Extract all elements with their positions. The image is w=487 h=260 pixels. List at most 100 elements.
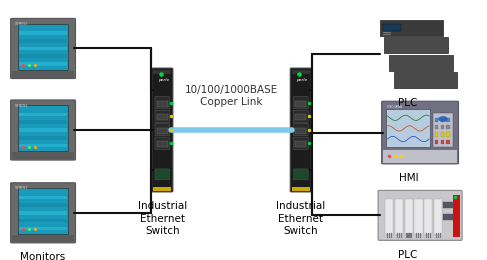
Bar: [401, 233, 402, 238]
FancyBboxPatch shape: [293, 97, 308, 109]
Bar: [19, 113, 67, 116]
Bar: [432, 113, 453, 147]
FancyBboxPatch shape: [378, 190, 462, 240]
FancyBboxPatch shape: [293, 110, 308, 122]
Bar: [19, 219, 67, 223]
Bar: [395, 199, 403, 234]
Bar: [440, 233, 441, 238]
Bar: [12, 235, 74, 242]
Bar: [19, 227, 67, 230]
Bar: [441, 140, 444, 144]
Bar: [426, 233, 427, 238]
Bar: [437, 233, 439, 238]
Bar: [443, 214, 452, 220]
Bar: [387, 233, 388, 238]
Bar: [435, 118, 438, 122]
Bar: [292, 187, 310, 191]
Text: PLC: PLC: [398, 98, 418, 108]
FancyBboxPatch shape: [293, 124, 308, 136]
Bar: [394, 72, 457, 88]
Bar: [383, 150, 457, 163]
FancyBboxPatch shape: [11, 18, 75, 79]
FancyBboxPatch shape: [293, 169, 308, 180]
Bar: [446, 125, 450, 129]
Bar: [446, 140, 450, 144]
FancyBboxPatch shape: [155, 169, 170, 180]
Bar: [12, 152, 74, 159]
Bar: [430, 233, 431, 238]
Bar: [428, 233, 429, 238]
Bar: [295, 141, 306, 147]
Bar: [396, 233, 398, 238]
Bar: [441, 133, 444, 136]
Bar: [411, 233, 412, 238]
Bar: [153, 187, 171, 191]
Bar: [406, 233, 408, 238]
Bar: [386, 109, 431, 147]
Bar: [453, 194, 460, 237]
FancyBboxPatch shape: [11, 183, 75, 243]
Bar: [414, 199, 423, 234]
Bar: [19, 62, 67, 66]
Bar: [391, 233, 392, 238]
Bar: [383, 32, 391, 33]
Bar: [435, 140, 438, 144]
Bar: [153, 70, 171, 74]
Bar: [385, 199, 393, 234]
Text: Monitors: Monitors: [20, 252, 66, 260]
Bar: [295, 114, 306, 120]
Bar: [19, 203, 67, 207]
Bar: [379, 20, 443, 36]
Bar: [19, 211, 67, 215]
Text: PLC: PLC: [398, 250, 418, 260]
Text: SIEMENS: SIEMENS: [15, 186, 29, 190]
Bar: [19, 136, 67, 140]
Bar: [441, 118, 444, 122]
Text: HMI: HMI: [399, 173, 419, 183]
Text: Industrial
Ethernet
Switch: Industrial Ethernet Switch: [276, 201, 325, 236]
Bar: [446, 133, 450, 136]
Bar: [19, 55, 67, 58]
FancyBboxPatch shape: [155, 124, 170, 136]
Bar: [18, 188, 68, 234]
Bar: [19, 31, 67, 35]
Text: perle: perle: [158, 78, 169, 82]
Bar: [383, 24, 401, 31]
Bar: [19, 144, 67, 147]
Bar: [443, 202, 452, 208]
Bar: [435, 133, 438, 136]
FancyBboxPatch shape: [155, 110, 170, 122]
Bar: [383, 34, 391, 35]
Bar: [408, 233, 410, 238]
Bar: [435, 125, 438, 129]
Bar: [292, 70, 310, 74]
Bar: [384, 37, 448, 53]
Bar: [157, 101, 168, 107]
Text: Industrial
Ethernet
Switch: Industrial Ethernet Switch: [138, 201, 187, 236]
Bar: [19, 120, 67, 124]
FancyBboxPatch shape: [290, 68, 311, 192]
Bar: [18, 105, 68, 151]
Bar: [420, 233, 421, 238]
Bar: [295, 128, 306, 134]
Text: SIEMENS: SIEMENS: [15, 22, 29, 26]
Text: 10/100/1000BASE
Copper Link: 10/100/1000BASE Copper Link: [185, 86, 278, 107]
Bar: [424, 199, 432, 234]
Bar: [157, 114, 168, 120]
Bar: [18, 24, 68, 70]
FancyBboxPatch shape: [155, 137, 170, 149]
Bar: [12, 71, 74, 78]
Bar: [295, 101, 306, 107]
Bar: [389, 233, 390, 238]
Bar: [446, 118, 450, 122]
Bar: [19, 39, 67, 43]
FancyBboxPatch shape: [155, 97, 170, 109]
Bar: [441, 125, 444, 129]
Bar: [157, 128, 168, 134]
Text: YOKOGAWA: YOKOGAWA: [387, 105, 403, 109]
Bar: [418, 233, 419, 238]
Text: SIEMENS: SIEMENS: [15, 104, 29, 108]
Circle shape: [438, 116, 448, 121]
Bar: [435, 233, 437, 238]
Text: perle: perle: [296, 78, 307, 82]
